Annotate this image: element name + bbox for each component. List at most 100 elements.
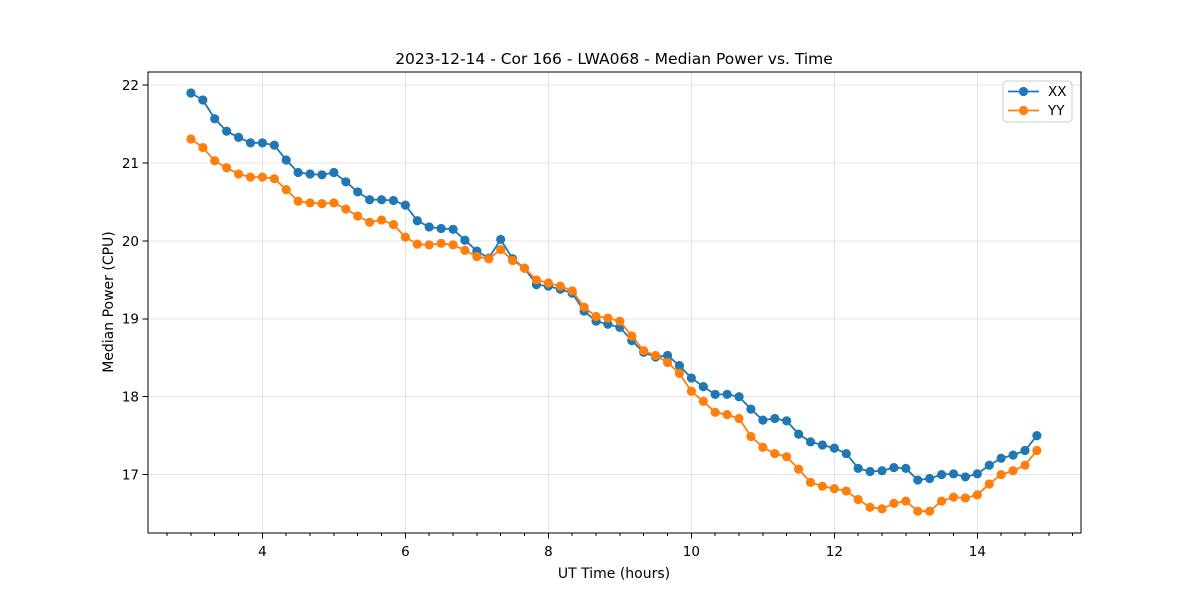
y-tick-label: 21 — [122, 156, 139, 172]
x-tick-label: 6 — [401, 544, 410, 560]
series-yy-point — [245, 172, 256, 182]
series-xx-point — [936, 470, 947, 480]
series-yy-point — [365, 217, 375, 227]
series-yy-point — [186, 134, 196, 144]
series-yy-point — [543, 278, 553, 288]
series-yy-point — [591, 311, 601, 322]
series-yy-point — [1020, 460, 1030, 470]
series-layer — [186, 88, 1042, 516]
plot-spines — [147, 71, 1082, 534]
series-yy-point — [817, 481, 828, 491]
series-yy-point — [877, 504, 887, 514]
series-xx-point — [972, 469, 982, 479]
x-axis-label: UT Time (hours) — [558, 566, 670, 582]
series-yy-point — [436, 238, 446, 248]
series-xx-point — [698, 382, 708, 392]
y-tick-label: 17 — [122, 467, 139, 483]
series-yy-point — [782, 452, 792, 462]
series-yy-point — [746, 431, 756, 442]
series-xx-point — [198, 95, 208, 105]
series-yy-point — [579, 302, 589, 312]
series-yy-point — [508, 255, 518, 266]
series-xx-point — [1008, 450, 1018, 460]
series-yy-point — [948, 492, 959, 502]
series-yy-point — [984, 479, 994, 489]
series-xx-point — [460, 235, 470, 245]
series-xx-point — [329, 167, 339, 178]
series-xx-point — [233, 132, 244, 143]
series-xx-point — [317, 170, 327, 180]
series-yy-point — [222, 163, 232, 173]
series-yy-point — [936, 496, 947, 506]
series-xx-point — [829, 443, 839, 453]
series-xx-point — [925, 473, 935, 484]
series-xx-point — [758, 415, 768, 425]
series-yy-point — [484, 254, 494, 264]
y-tick-label: 22 — [122, 78, 139, 94]
series-xx-point — [662, 350, 673, 361]
series-yy-point — [412, 239, 422, 249]
series-xx-point — [889, 462, 899, 473]
series-yy-point — [627, 331, 637, 341]
series-xx-point — [365, 195, 375, 205]
series-xx-point — [853, 463, 863, 473]
series-xx-point — [710, 389, 720, 399]
series-yy-point — [293, 196, 303, 206]
y-axis-label: Median Power (CPU) — [101, 231, 117, 373]
legend-label-yy: YY — [1047, 103, 1065, 119]
series-yy-point — [794, 464, 804, 474]
grid-layer — [148, 72, 1081, 533]
series-yy-point — [305, 198, 315, 208]
series-xx-point — [245, 138, 256, 148]
series-yy-point — [472, 251, 482, 262]
series-yy-point — [603, 313, 613, 323]
series-yy-point — [353, 211, 363, 221]
series-xx-point — [293, 167, 303, 178]
series-xx-point — [746, 404, 756, 414]
series-yy-point — [662, 357, 673, 368]
series-xx-point — [865, 466, 875, 477]
y-tick-label: 18 — [122, 390, 139, 406]
series-yy-point — [698, 396, 708, 406]
legend: XX YY — [1002, 80, 1073, 123]
series-yy-point — [233, 169, 244, 179]
series-yy-point — [555, 281, 565, 291]
series-xx-point — [996, 453, 1006, 463]
series-xx-point — [686, 373, 696, 383]
series-yy-point — [972, 490, 982, 500]
series-xx-point — [400, 200, 410, 210]
series-yy-point — [317, 199, 327, 209]
series-xx-point — [353, 187, 363, 197]
series-yy-point — [531, 275, 542, 285]
series-yy-point — [460, 245, 470, 255]
series-xx-point — [805, 437, 816, 447]
series-xx-point — [269, 140, 279, 150]
series-yy-point — [734, 413, 744, 424]
series-yy-point — [1008, 466, 1018, 476]
series-xx-point — [388, 195, 399, 206]
x-tick-label: 4 — [258, 544, 267, 560]
series-yy-point — [496, 244, 506, 255]
series-yy-point — [210, 156, 220, 166]
series-yy-point — [710, 407, 720, 417]
series-xx-point — [817, 440, 828, 450]
axes-layer: 4 6 8 10 12 14 17 18 19 20 21 22 — [122, 71, 1082, 560]
series-xx-point — [436, 223, 446, 234]
chart-title: 2023-12-14 - Cor 166 - LWA068 - Median P… — [395, 50, 833, 68]
series-xx-point — [1020, 445, 1030, 456]
series-xx-point — [341, 177, 351, 187]
series-yy-point — [960, 493, 970, 503]
series-yy-point — [722, 410, 732, 420]
series-yy-point — [639, 346, 649, 356]
series-xx-point — [496, 234, 506, 245]
series-xx-point — [901, 463, 911, 473]
series-xx-point — [448, 224, 458, 234]
series-yy-point — [805, 477, 816, 487]
x-tick-label: 8 — [544, 544, 553, 560]
series-yy-point — [567, 286, 577, 296]
series-yy-point — [770, 448, 780, 459]
y-tick-label: 19 — [122, 312, 139, 328]
series-xx-point — [984, 460, 994, 470]
